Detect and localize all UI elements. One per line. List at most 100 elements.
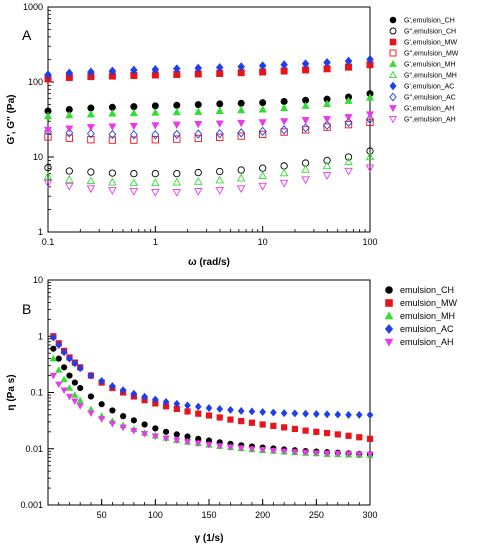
data-point: [120, 413, 127, 420]
legend-entry: G'',emulsion_MW: [404, 51, 459, 58]
data-point: [86, 185, 96, 194]
legend-marker: [389, 27, 397, 35]
x-tick-label: 50: [97, 510, 107, 520]
legend-entry: G',emulsion_MW: [404, 40, 457, 47]
series: [43, 93, 375, 120]
data-point: [226, 444, 235, 451]
data-point: [194, 107, 203, 115]
data-point: [344, 451, 353, 458]
data-point: [313, 428, 320, 435]
data-point: [345, 432, 352, 439]
data-point: [280, 448, 288, 456]
data-point: [119, 386, 127, 395]
series: [50, 333, 374, 442]
data-point: [205, 442, 213, 449]
data-point: [172, 177, 182, 186]
data-point: [194, 402, 202, 411]
legend-marker: [384, 338, 394, 347]
data-point: [259, 164, 267, 172]
data-point: [55, 355, 62, 362]
data-point: [86, 128, 95, 139]
data-point: [65, 134, 73, 142]
data-point: [236, 185, 246, 194]
data-point: [60, 375, 68, 383]
data-point: [216, 133, 224, 141]
data-point: [312, 450, 320, 457]
data-point: [173, 169, 181, 178]
legend-entry: emulsion_MW: [400, 298, 458, 308]
data-point: [86, 124, 95, 132]
plot-frame: [47, 6, 371, 233]
y-axis-label: η (Pa s): [6, 374, 17, 410]
data-points: [49, 333, 374, 459]
panel-label: A: [22, 27, 32, 43]
data-point: [344, 117, 353, 128]
legend-entry: G',emulsion_AC: [404, 84, 454, 91]
data-point: [216, 414, 223, 421]
legend-entry: G',emulsion_MH: [404, 62, 456, 69]
data-point: [151, 102, 159, 110]
data-point: [366, 118, 374, 126]
data-point: [269, 447, 277, 455]
legend: emulsion_CH emulsion_MW emulsion_MHemulsio…: [384, 285, 458, 347]
data-point: [258, 61, 267, 71]
series: [50, 333, 374, 419]
x-axis-label: ω (rad/s): [188, 257, 230, 268]
data-point: [152, 395, 159, 404]
data-point: [108, 109, 117, 117]
y-tick-label: 0.001: [20, 500, 43, 510]
legend-entry: emulsion_AC: [400, 324, 454, 334]
data-point: [98, 401, 105, 408]
data-point: [49, 372, 57, 380]
data-point: [65, 174, 74, 183]
x-tick-label: 0.1: [42, 237, 55, 247]
data-point: [301, 176, 310, 185]
y-tick-label: 1: [38, 331, 43, 341]
data-point: [108, 123, 117, 131]
data-point: [43, 179, 53, 188]
series: [44, 114, 374, 140]
data-point: [258, 171, 267, 180]
legend-entry: G'',emulsion_CH: [404, 29, 456, 36]
data-point: [130, 65, 138, 75]
data-point: [248, 446, 256, 453]
y-axis-label: G', G'' (Pa): [6, 95, 17, 145]
data-point: [108, 66, 117, 76]
data-point: [71, 359, 79, 368]
x-axis-label: γ (1/s): [195, 533, 224, 544]
data-point: [365, 152, 375, 161]
data-point: [280, 125, 289, 135]
data-point: [344, 114, 353, 122]
data-point: [323, 156, 331, 165]
data-point: [193, 188, 203, 196]
data-point: [86, 110, 95, 118]
legend-marker: [384, 311, 394, 320]
legend-entry: emulsion_AH: [400, 337, 454, 347]
x-tick-label: 150: [201, 510, 216, 520]
series: [44, 90, 374, 115]
data-point: [109, 407, 116, 414]
data-point: [55, 381, 63, 389]
data-point: [344, 153, 353, 161]
data-point: [215, 128, 224, 139]
data-point: [130, 169, 138, 178]
data-point: [130, 389, 138, 398]
data-point: [301, 117, 310, 125]
data-point: [323, 123, 331, 131]
data-point: [194, 134, 202, 143]
data-point: [129, 178, 139, 187]
legend-marker: [389, 81, 397, 91]
series: [50, 345, 374, 458]
data-point: [237, 119, 246, 128]
data-point: [238, 418, 245, 425]
legend-entry: G'',emulsion_AC: [404, 95, 456, 102]
data-point: [151, 178, 160, 187]
y-tick-label: 0.1: [30, 388, 43, 398]
data-point: [237, 99, 245, 107]
data-point: [183, 439, 192, 446]
data-point: [227, 416, 234, 423]
data-point: [172, 188, 182, 197]
data-point: [151, 122, 160, 130]
data-point: [259, 447, 267, 454]
